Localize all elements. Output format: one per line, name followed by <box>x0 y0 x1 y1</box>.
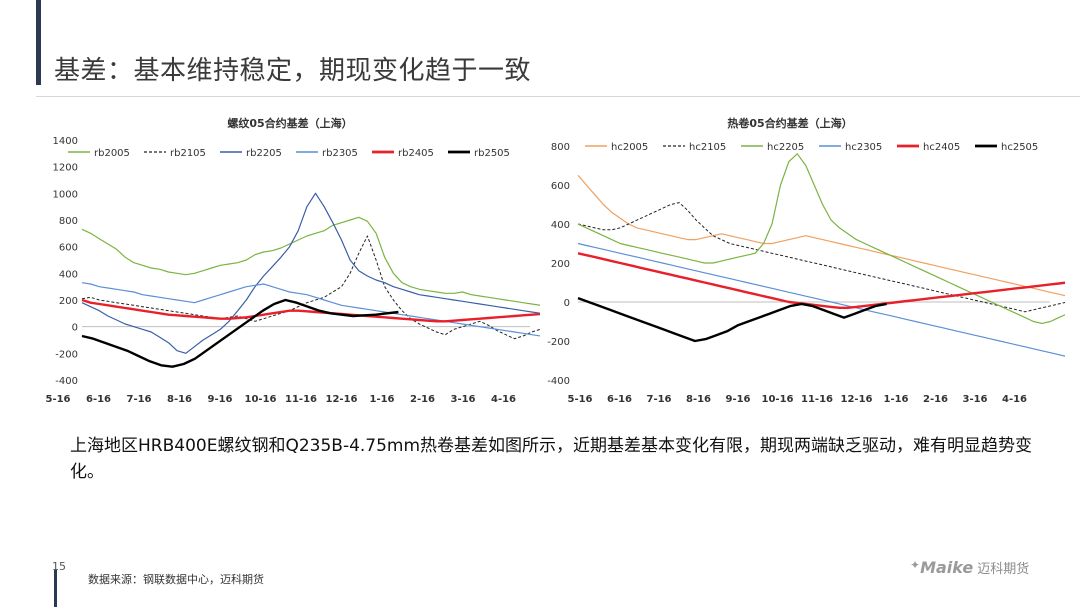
hc-ytick-4: 400 <box>551 220 570 231</box>
hc-series-hc2005 <box>577 174 1065 297</box>
hc-ytick-7: 1000 <box>53 189 78 200</box>
hc-series-hc2105 <box>577 202 1065 313</box>
accent-bar-bottom <box>54 570 57 607</box>
hc-xtick-2: 7-16 <box>646 394 671 405</box>
hc-series-rb2505 <box>81 298 399 368</box>
hc-legend-label-2: rb2205 <box>246 148 282 159</box>
hc-legend-label-0: rb2005 <box>94 148 130 159</box>
hc-ytick-1: -200 <box>55 349 78 360</box>
hc-legend-label-0: hc2005 <box>611 142 648 153</box>
hc-legend-label-1: hc2105 <box>689 142 726 153</box>
accent-bar-top <box>36 0 41 85</box>
logo-mark-icon: ✦ <box>910 558 921 572</box>
hc-legend-label-5: rb2505 <box>474 148 510 159</box>
hc-xtick-1: 6-16 <box>607 394 632 405</box>
hc-xtick-6: 11-16 <box>801 394 833 405</box>
hc-ytick-9: 1400 <box>53 136 78 147</box>
page-number: 15 <box>52 560 66 573</box>
hc-legend-label-2: hc2205 <box>767 142 804 153</box>
hc-xtick-9: 2-16 <box>923 394 948 405</box>
hc-xtick-10: 3-16 <box>450 394 475 405</box>
hc-legend-label-4: hc2405 <box>923 142 960 153</box>
hc-ytick-0: -400 <box>547 376 570 387</box>
hc-ytick-6: 800 <box>551 142 570 153</box>
hc-series-rb2005 <box>81 216 540 306</box>
hc-xtick-3: 8-16 <box>167 394 192 405</box>
hc-xtick-2: 7-16 <box>126 394 151 405</box>
hc-series-hc2205 <box>577 153 1065 324</box>
hc-legend-label-4: rb2405 <box>398 148 434 159</box>
hc-ytick-2: 0 <box>72 323 78 334</box>
hc-ytick-0: -400 <box>55 376 78 387</box>
hc-series-rb2205 <box>81 192 540 354</box>
hc-xtick-7: 12-16 <box>326 394 358 405</box>
hotcoil-basis-chart: 热卷05合约基差（上海） -400 -200 0 200 400 600 800 5-16 6-1… <box>547 116 1065 405</box>
hc-ytick-6: 800 <box>59 216 78 227</box>
hc-series-hc2305 <box>577 242 1065 357</box>
hc-ytick-5: 600 <box>59 243 78 254</box>
logo-text: Maike <box>920 558 974 577</box>
hc-ytick-8: 1200 <box>53 163 78 174</box>
hc-ytick-2: 0 <box>564 298 570 309</box>
hc-xtick-1: 6-16 <box>86 394 111 405</box>
hc-ytick-3: 200 <box>59 296 78 307</box>
hc-series-hc2405 <box>577 252 1065 310</box>
hc-xtick-9: 2-16 <box>410 394 435 405</box>
hc-xtick-5: 10-16 <box>762 394 794 405</box>
hc-xtick-10: 3-16 <box>962 394 987 405</box>
page-title: 基差：基本维持稳定，期现变化趋于一致 <box>54 56 532 86</box>
hc-xtick-8: 1-16 <box>883 394 908 405</box>
hc-xtick-7: 12-16 <box>841 394 873 405</box>
hc-legend-label-3: rb2305 <box>322 148 358 159</box>
hc-legend-label-1: rb2105 <box>170 148 206 159</box>
hc-series-rb2105 <box>81 235 540 340</box>
hc-ytick-4: 400 <box>59 269 78 280</box>
hc-legend-label-3: hc2305 <box>845 142 882 153</box>
hc-xtick-11: 4-16 <box>1002 394 1027 405</box>
hc-xtick-0: 5-16 <box>45 394 70 405</box>
logo-sub: 迈科期货 <box>977 562 1030 577</box>
hc-xtick-4: 9-16 <box>725 394 750 405</box>
rebar-basis-chart: 螺纹05合约基差（上海） -400 -200 0 200 400 600 800 1000 120… <box>45 116 540 405</box>
hc-xtick-8: 1-16 <box>369 394 394 405</box>
hc-legend-label-5: hc2505 <box>1001 142 1038 153</box>
hc-xtick-0: 5-16 <box>567 394 592 405</box>
hc-chart-title: 螺纹05合约基差（上海） <box>227 116 352 130</box>
hc-series-hc2505 <box>577 296 887 343</box>
company-logo: ✦Maike 迈科期货 <box>910 558 1029 577</box>
hc-xtick-6: 11-16 <box>285 394 317 405</box>
hc-ytick-5: 600 <box>551 181 570 192</box>
hc-xtick-11: 4-16 <box>491 394 516 405</box>
hc-xtick-4: 9-16 <box>207 394 232 405</box>
hc-ytick-1: -200 <box>547 337 570 348</box>
title-divider <box>36 96 1080 97</box>
hc-xtick-3: 8-16 <box>686 394 711 405</box>
data-source: 数据来源：钢联数据中心，迈科期货 <box>88 573 264 586</box>
hc-ytick-3: 200 <box>551 259 570 270</box>
hc-series-rb2305 <box>81 282 540 337</box>
hc-chart-title: 热卷05合约基差（上海） <box>727 116 852 130</box>
description-text: 上海地区HRB400E螺纹钢和Q235B-4.75mm热卷基差如图所示，近期基差… <box>70 436 1033 482</box>
hc-xtick-5: 10-16 <box>245 394 277 405</box>
